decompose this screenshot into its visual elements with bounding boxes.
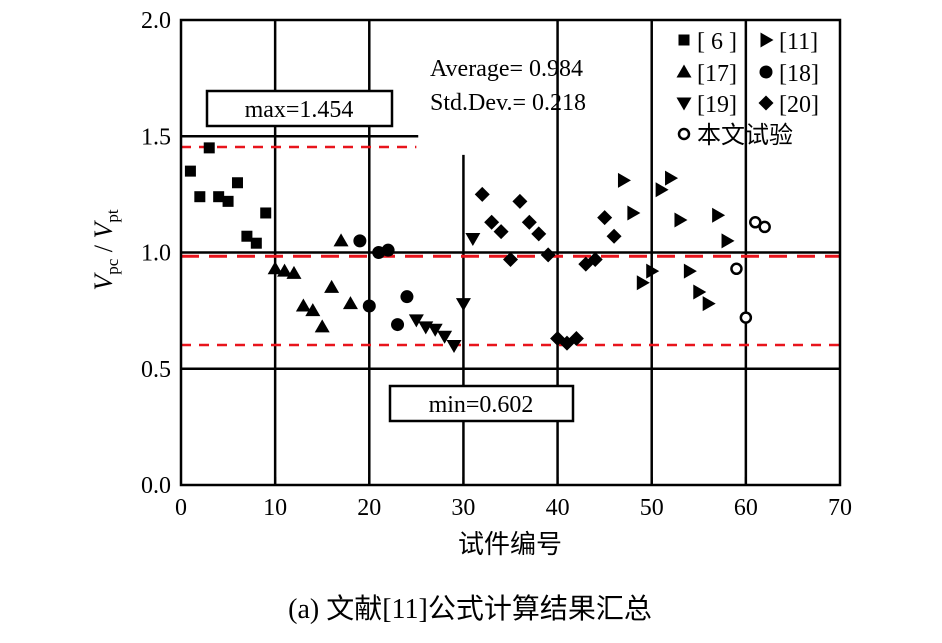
x-tick-label: 40 [546, 495, 570, 521]
data-point [749, 216, 762, 229]
data-point [427, 323, 443, 337]
data-point [260, 207, 272, 219]
data-point [758, 220, 771, 234]
y-tick-label: 0.5 [141, 357, 171, 383]
data-point [702, 296, 716, 312]
data-point [277, 263, 293, 277]
data-point [400, 290, 414, 304]
data-point [342, 296, 358, 310]
data-point [353, 234, 367, 248]
data-point [286, 265, 302, 279]
legend-label: [20] [779, 92, 819, 118]
y-tick-label: 1.5 [141, 124, 171, 150]
y-tick-label: 1.0 [141, 241, 171, 267]
data-point [646, 263, 660, 279]
data-point [267, 261, 283, 275]
x-tick-label: 20 [357, 495, 381, 521]
x-tick-label: 10 [263, 495, 287, 521]
data-point [674, 212, 688, 228]
legend-marker-triangle-right [760, 32, 774, 48]
legend-label: 本文试验 [697, 122, 793, 149]
data-point [222, 195, 234, 207]
data-point [627, 205, 641, 221]
data-point [636, 275, 650, 291]
legend-marker-diamond [758, 95, 774, 111]
data-point [568, 331, 584, 347]
data-point [295, 298, 311, 312]
data-point [712, 207, 726, 223]
x-tick-label: 30 [451, 495, 475, 521]
legend: [ 6 ] [11] [17] [18] [19] [20] 本文试验 [676, 29, 819, 149]
legend-label: [ 6 ] [697, 29, 737, 55]
data-point [241, 230, 253, 242]
data-point [231, 177, 243, 189]
legend-label: [11] [779, 29, 818, 55]
data-point [693, 284, 707, 300]
data-point [446, 340, 462, 353]
x-tick-label: 0 [175, 495, 187, 521]
data-point [512, 193, 528, 209]
min-annotation: min=0.602 [429, 392, 534, 418]
data-point [455, 298, 471, 312]
data-point [213, 191, 225, 203]
legend-label: [17] [697, 61, 737, 87]
plot-frame [179, 18, 842, 487]
data-point [587, 251, 603, 267]
data-point [184, 165, 196, 177]
data-point [474, 186, 490, 202]
data-point [391, 318, 405, 332]
data-point [739, 311, 753, 324]
data-point [465, 233, 481, 247]
data-point [665, 170, 679, 186]
min-annotation-box [388, 384, 575, 423]
data-point [655, 182, 669, 198]
data-point [314, 319, 330, 333]
data-point [324, 279, 340, 293]
data-point [408, 314, 424, 328]
data-point [437, 330, 453, 344]
y-axis-label: Vpc / Vpt [89, 209, 122, 291]
data-point [333, 233, 349, 247]
data-point [597, 210, 613, 226]
data-point [194, 191, 206, 203]
legend-marker-triangle-up [676, 64, 692, 78]
x-tick-label: 50 [640, 495, 664, 521]
data-point [683, 263, 697, 279]
data-point [381, 243, 395, 257]
data-point [531, 226, 547, 242]
data-point [493, 224, 509, 240]
std-annotation: Std.Dev.= 0.218 [430, 90, 586, 116]
data-point [203, 142, 215, 154]
average-annotation: Average= 0.984 [430, 56, 583, 82]
legend-marker-triangle-down [676, 97, 692, 111]
data-point [362, 299, 376, 313]
data-point [721, 233, 735, 249]
data-point [503, 251, 518, 267]
figure-caption: (a) 文献[11]公式计算结果汇总 [288, 593, 652, 625]
data-point [250, 237, 262, 249]
x-axis-label: 试件编号 [458, 530, 562, 559]
legend-marker-square [678, 34, 690, 46]
data-point [606, 228, 622, 244]
y-tick-label: 0.0 [141, 473, 171, 499]
y-tick-label: 2.0 [141, 8, 171, 34]
data-point [484, 214, 500, 230]
data-point [521, 214, 537, 230]
max-annotation: max=1.454 [245, 97, 354, 123]
legend-marker-open-circle [677, 127, 691, 141]
data-point [540, 247, 556, 263]
legend-label: [19] [697, 92, 737, 118]
x-tick-label: 70 [828, 495, 852, 521]
x-tick-label: 60 [734, 495, 758, 521]
data-point [617, 172, 631, 188]
max-annotation-box [205, 89, 394, 128]
data-point [730, 262, 743, 276]
data-point [305, 303, 321, 317]
legend-marker-circle [759, 65, 773, 79]
legend-label: [18] [779, 61, 819, 87]
